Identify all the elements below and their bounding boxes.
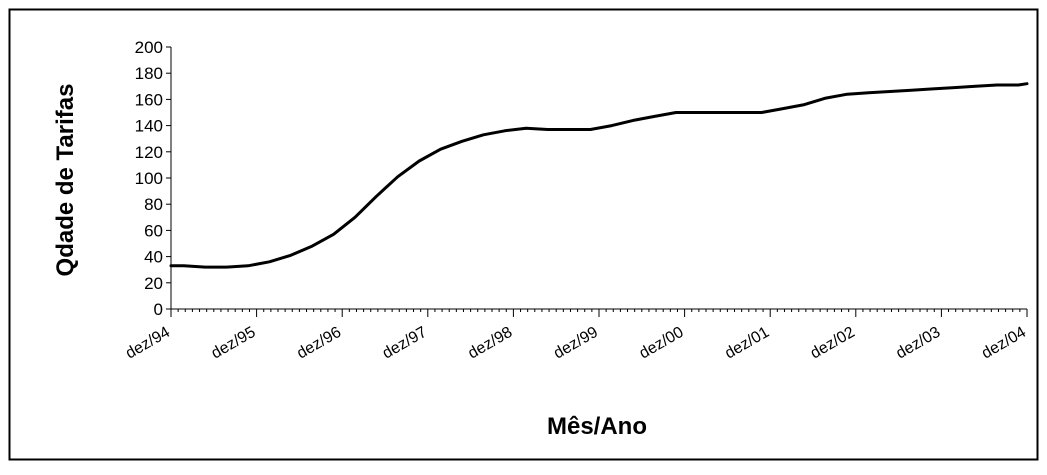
y-tick-label: 100	[135, 169, 163, 188]
y-tick-label: 140	[135, 117, 163, 136]
series-line	[169, 82, 1029, 269]
y-tick-label: 160	[135, 90, 163, 109]
plot-area	[169, 82, 1029, 269]
y-tick-label: 120	[135, 143, 163, 162]
y-axis-label: Qdade de Tarifas	[52, 84, 79, 277]
y-tick-label: 60	[144, 221, 163, 240]
y-tick-label: 40	[144, 248, 163, 267]
y-axis: 0 20 40 60 80 100 120 140 160 180 200	[135, 38, 172, 319]
y-tick-label: 20	[144, 274, 163, 293]
y-tick-label: 200	[135, 38, 163, 57]
chart-border	[8, 8, 1039, 461]
y-tick-label: 80	[144, 195, 163, 214]
x-axis-label: Mês/Ano	[547, 413, 647, 440]
y-tick-label: 180	[135, 64, 163, 83]
y-tick-label: 0	[154, 300, 163, 319]
